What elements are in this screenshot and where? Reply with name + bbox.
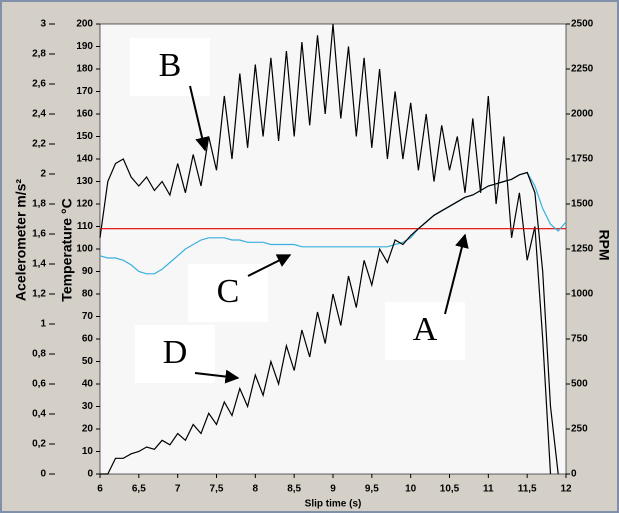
x-tick-label: 7,5 [210, 484, 224, 495]
y3ticks-tick-label: 0,8 [32, 349, 46, 360]
x-tick-label: 9,5 [365, 484, 379, 495]
y3ticks-tick-label: 0,6 [32, 379, 46, 390]
yticks-tick-label: 70 [82, 311, 94, 322]
y3ticks-tick-label: 0,4 [32, 409, 46, 420]
y2ticks-tick-label: 2500 [571, 19, 594, 30]
yticks-tick-label: 30 [82, 401, 94, 412]
x-tick-label: 12 [560, 484, 572, 495]
series-line [100, 171, 559, 475]
x-tick-label: 8 [253, 484, 259, 495]
y3ticks-tick-label: 1,8 [32, 199, 46, 210]
yticks-tick-label: 60 [82, 334, 94, 345]
yticks-tick-label: 180 [76, 64, 93, 75]
yticks-tick-label: 190 [76, 41, 93, 52]
y2ticks-tick-label: 0 [571, 469, 577, 480]
annotation: D [163, 334, 188, 371]
x-axis-title: Slip time (s) [305, 499, 362, 510]
y2ticks-tick-label: 2250 [571, 64, 594, 75]
y2ticks-tick-label: 1750 [571, 154, 594, 165]
annotation-arrow [194, 369, 240, 384]
yticks-tick-label: 90 [82, 266, 94, 277]
x-tick-label: 6 [97, 484, 103, 495]
x-tick-label: 11,5 [518, 484, 537, 495]
y2ticks-tick-label: 500 [571, 379, 588, 390]
y3ticks-tick-label: 2,6 [32, 79, 46, 90]
x-tick-label: 8,5 [287, 484, 301, 495]
yticks-tick-label: 170 [76, 86, 93, 97]
y3ticks-tick-label: 2,8 [32, 49, 46, 60]
annotation: C [217, 273, 240, 310]
yticks-tick-label: 130 [76, 176, 93, 187]
yticks-tick-label: 20 [82, 424, 94, 435]
yticks-tick-label: 120 [76, 199, 93, 210]
x-tick-label: 6,5 [132, 484, 146, 495]
annotation-box [130, 38, 210, 96]
y3ticks-tick-label: 1 [40, 319, 46, 330]
yticks-tick-label: 200 [76, 19, 93, 30]
x-tick-label: 9 [330, 484, 336, 495]
y2ticks-tick-label: 250 [571, 424, 588, 435]
series-line [99, 23, 552, 475]
yticks-tick-label: 50 [82, 356, 94, 367]
yticks-tick-label: 150 [76, 131, 93, 142]
yticks-tick-label: 80 [82, 289, 94, 300]
yticks-tick-label: 0 [87, 469, 93, 480]
annotation-arrow [444, 233, 469, 315]
annotation-arrow [189, 85, 209, 152]
annotation: B [159, 47, 182, 84]
y2ticks-tick-label: 1500 [571, 199, 594, 210]
annotation: A [413, 311, 438, 348]
y3ticks-tick-label: 1,2 [32, 289, 46, 300]
x-tick-label: 11 [483, 484, 494, 495]
y3-axis-title: Acelerometer m/s² [13, 179, 29, 302]
x-tick-label: 7 [175, 484, 181, 495]
annotation-box [385, 302, 465, 360]
y3ticks-tick-label: 1,6 [32, 229, 46, 240]
y3ticks-tick-label: 1,4 [32, 259, 46, 270]
yticks-tick-label: 160 [76, 109, 93, 120]
y2ticks-tick-label: 1250 [571, 244, 594, 255]
y3ticks-tick-label: 2,4 [32, 109, 46, 120]
y2ticks-tick-label: 1000 [571, 289, 594, 300]
x-tick-label: 10 [405, 484, 417, 495]
y3ticks-tick-label: 3 [40, 19, 46, 30]
yticks-tick-label: 110 [77, 221, 94, 232]
yticks-tick-label: 10 [82, 446, 94, 457]
y3ticks-tick-label: 0,2 [32, 439, 46, 450]
yticks-tick-label: 40 [82, 379, 94, 390]
y2-axis-title: RPM [596, 229, 612, 260]
y3ticks-tick-label: 2 [40, 169, 46, 180]
x-tick-label: 10,5 [440, 484, 460, 495]
y-axis-title: Temperature °C [59, 198, 75, 301]
yticks-tick-label: 100 [76, 244, 93, 255]
annotation-arrow [247, 254, 292, 277]
y3ticks-tick-label: 0 [40, 469, 46, 480]
y2ticks-tick-label: 750 [571, 334, 588, 345]
y2ticks-tick-label: 2000 [571, 109, 594, 120]
y3ticks-tick-label: 2,2 [32, 139, 46, 150]
yticks-tick-label: 140 [76, 154, 93, 165]
